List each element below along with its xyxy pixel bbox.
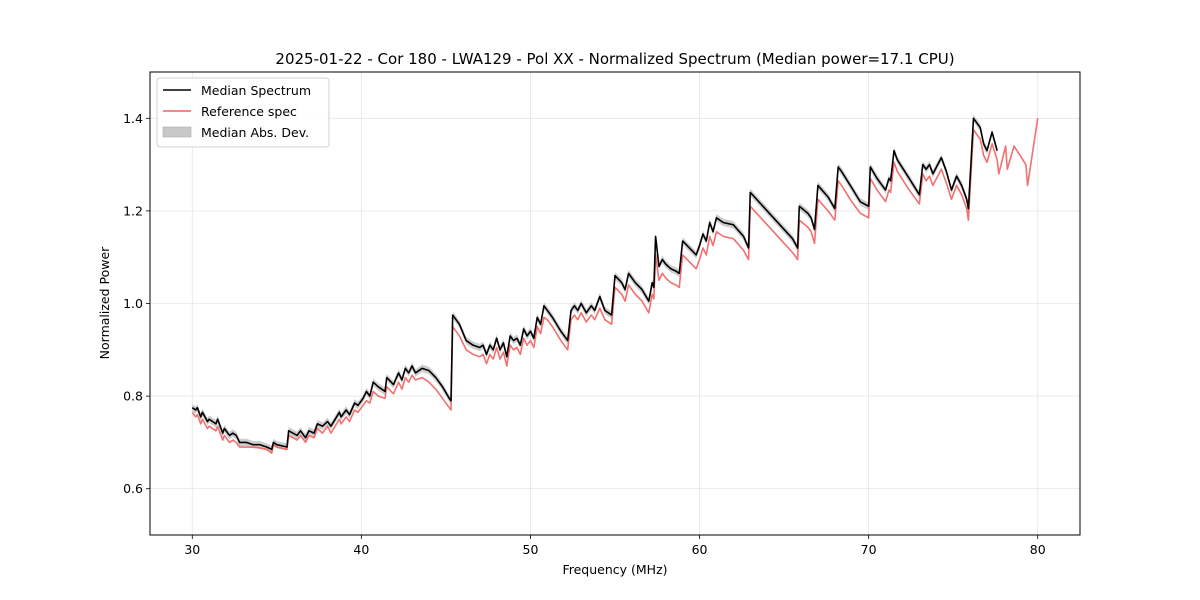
- y-tick-label: 1.0: [123, 296, 143, 311]
- x-tick-label: 60: [692, 542, 708, 557]
- reference-spec-line: [191, 118, 1039, 454]
- y-axis-ticks: 0.6 0.8 1.0 1.2 1.4: [123, 111, 150, 496]
- y-tick-label: 1.4: [123, 111, 143, 126]
- y-axis-label: Normalized Power: [97, 246, 112, 360]
- legend-mad-patch-icon: [162, 126, 192, 138]
- grid-lines: [150, 72, 1080, 535]
- x-tick-label: 70: [861, 542, 877, 557]
- x-axis-ticks: 30 40 50 60 70 80: [184, 535, 1046, 557]
- legend-reference-label: Reference spec: [201, 104, 297, 119]
- legend-box: [156, 77, 330, 148]
- x-axis-label: Frequency (MHz): [562, 562, 667, 577]
- chart-title: 2025-01-22 - Cor 180 - LWA129 - Pol XX -…: [275, 50, 954, 68]
- y-tick-label: 1.2: [123, 203, 143, 218]
- legend: Median Spectrum Reference spec Median Ab…: [156, 77, 330, 148]
- x-tick-label: 50: [523, 542, 539, 557]
- legend-median-label: Median Spectrum: [201, 83, 311, 98]
- x-tick-label: 40: [353, 542, 369, 557]
- x-tick-label: 80: [1030, 542, 1046, 557]
- median-spectrum-line: [191, 117, 998, 451]
- y-tick-label: 0.6: [123, 481, 143, 496]
- legend-mad-label: Median Abs. Dev.: [201, 125, 309, 140]
- y-tick-label: 0.8: [123, 389, 143, 404]
- x-tick-label: 30: [184, 542, 200, 557]
- series-layer: [191, 117, 1039, 454]
